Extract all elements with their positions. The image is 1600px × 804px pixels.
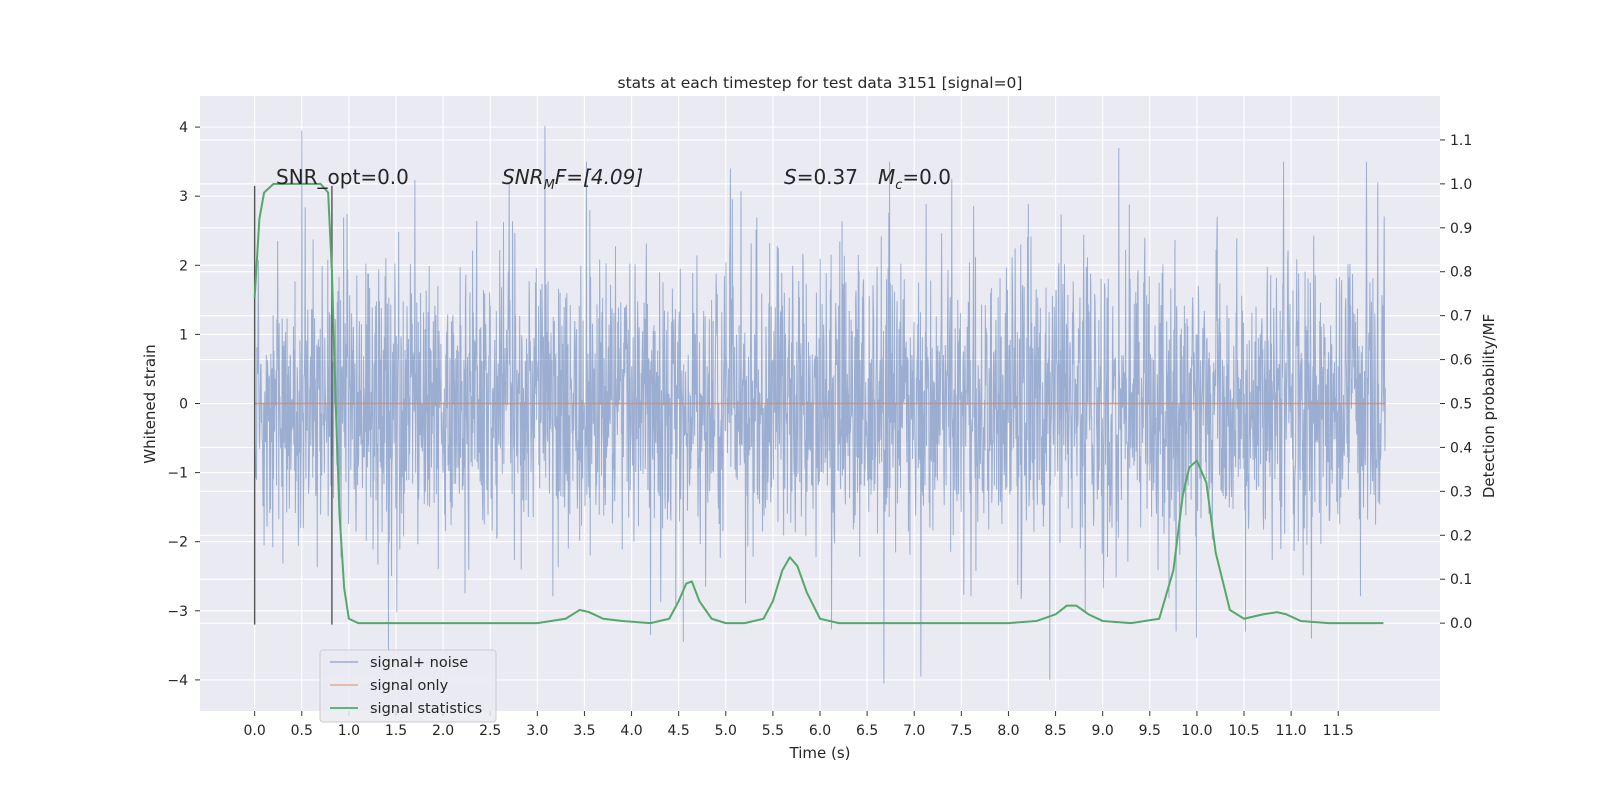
y-left-tick-label-4: 0: [179, 397, 188, 413]
x-axis-label: Time (s): [789, 744, 851, 762]
y-left-tick-label-2: −2: [167, 535, 188, 551]
y-right-tick-label-0: 0.0: [1450, 616, 1472, 632]
y-left-tick-label-3: −1: [167, 466, 188, 482]
y-right-tick-label-9: 0.9: [1450, 221, 1472, 237]
x-tick-label-7: 3.5: [573, 723, 595, 739]
series-signal-statistics-line: [253, 182, 1384, 625]
x-tick-label-23: 11.5: [1323, 723, 1354, 739]
series-signal-noise-line: [254, 125, 1386, 684]
x-tick-label-18: 9.0: [1092, 723, 1114, 739]
x-tick-label-6: 3.0: [526, 723, 548, 739]
y-right-tick-label-8: 0.8: [1450, 265, 1472, 281]
y-right-tick-label-3: 0.3: [1450, 484, 1472, 500]
x-tick-label-21: 10.5: [1228, 723, 1259, 739]
annotation-mc-value: =0.0: [902, 165, 951, 189]
x-tick-label-15: 7.5: [950, 723, 972, 739]
x-tick-label-5: 2.5: [479, 723, 501, 739]
x-tick-label-16: 8.0: [997, 723, 1019, 739]
tick-labels: 0.0 0.5 1.0 1.5 2.0 2.5 3.0 3.5 4.0 4.5 5.0 5.5 6.0 6…: [167, 120, 1472, 739]
y-axis-right-label: Detection probability/MF: [1480, 314, 1498, 498]
annotation-s-label: S: [784, 165, 797, 189]
legend-label-signal-only: signal only: [370, 678, 449, 694]
annotation-s: S=0.37: [784, 165, 858, 189]
series-lines: [253, 182, 1386, 625]
annotation-mc-label: M: [878, 165, 895, 189]
x-tick-label-9: 4.5: [668, 723, 690, 739]
legend: signal+ noise signal only signal statist…: [319, 649, 497, 723]
annotation-snr-mf-base: SNR: [502, 165, 544, 189]
y-right-tick-label-4: 0.4: [1450, 440, 1472, 456]
x-tick-label-17: 8.5: [1044, 723, 1066, 739]
x-tick-label-2: 1.0: [338, 723, 360, 739]
legend-label-signal-noise: signal+ noise: [370, 655, 468, 671]
y-left-tick-label-1: −3: [167, 604, 188, 620]
y-left-tick-label-5: 1: [179, 327, 188, 343]
y-right-tick-label-7: 0.7: [1450, 309, 1472, 325]
legend-label-signal-statistics: signal statistics: [370, 701, 482, 717]
annotation-snr-mf: SNRMF=[4.09]: [502, 165, 643, 193]
annotation-s-value: =0.37: [797, 165, 858, 189]
x-tick-label-8: 4.0: [620, 723, 642, 739]
x-tick-label-4: 2.0: [432, 723, 454, 739]
annotation-snr-mf-rest: F=[4.09]: [555, 165, 643, 189]
x-tick-label-19: 9.5: [1139, 723, 1161, 739]
annotation-snr-mf-sub: M: [544, 178, 555, 193]
x-tick-label-3: 1.5: [385, 723, 407, 739]
y-right-tick-label-2: 0.2: [1450, 528, 1472, 544]
legend-box: [319, 649, 497, 723]
x-tick-label-12: 6.0: [809, 723, 831, 739]
y-left-tick-label-8: 4: [179, 120, 188, 136]
annotation-mc-sub: c: [895, 178, 902, 193]
x-tick-label-13: 6.5: [856, 723, 878, 739]
x-tick-label-20: 10.0: [1181, 723, 1212, 739]
y-left-tick-label-7: 3: [179, 189, 188, 205]
x-tick-label-14: 7.0: [903, 723, 925, 739]
series-signal-noise: [254, 125, 1386, 684]
x-tick-label-1: 0.5: [291, 723, 313, 739]
y-right-tick-label-5: 0.5: [1450, 397, 1472, 413]
x-tick-label-10: 5.0: [715, 723, 737, 739]
y-right-tick-label-1: 0.1: [1450, 572, 1472, 588]
chart-title: stats at each timestep for test data 315…: [618, 74, 1023, 92]
x-tick-label-22: 11.0: [1276, 723, 1307, 739]
y-right-tick-label-10: 1.0: [1450, 177, 1472, 193]
y-left-tick-label-6: 2: [179, 258, 188, 274]
annotation-snr-opt: SNR_opt=0.0: [276, 165, 409, 189]
y-right-tick-label-6: 0.6: [1450, 353, 1472, 369]
x-tick-label-0: 0.0: [244, 723, 266, 739]
y-axis-left-label: Whitened strain: [141, 344, 159, 463]
x-tick-label-11: 5.5: [762, 723, 784, 739]
y-right-tick-label-11: 1.1: [1450, 133, 1472, 149]
y-left-tick-label-0: −4: [167, 673, 188, 689]
annotation-mc: Mc=0.0: [878, 165, 951, 193]
